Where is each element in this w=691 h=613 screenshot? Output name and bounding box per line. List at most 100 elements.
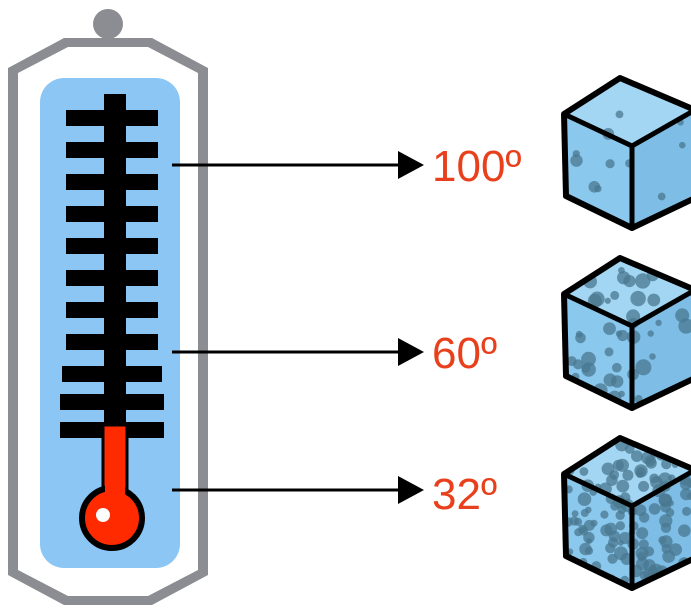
- bubble: [634, 504, 647, 517]
- bubble: [623, 275, 636, 288]
- bubble: [615, 521, 626, 531]
- temperature-label-60: 60º: [432, 329, 497, 378]
- bubble: [615, 330, 623, 337]
- bubble: [600, 510, 609, 519]
- bubble: [655, 319, 662, 326]
- bubble: [573, 517, 583, 527]
- bubble: [679, 141, 686, 149]
- bubble: [647, 330, 654, 337]
- bubble: [610, 375, 624, 388]
- bubble: [586, 538, 592, 544]
- bubble: [680, 488, 691, 501]
- bubble: [580, 509, 589, 517]
- bubble: [631, 450, 643, 462]
- bubble: [635, 273, 651, 289]
- bubble: [638, 480, 650, 492]
- bubble: [580, 574, 592, 587]
- bubble: [590, 575, 604, 588]
- bubble: [636, 527, 649, 540]
- arrow-32: [172, 476, 424, 504]
- bubble: [564, 201, 576, 215]
- bubble: [612, 459, 624, 471]
- bubble: [610, 290, 620, 300]
- bubble: [665, 439, 679, 453]
- bubble: [660, 522, 672, 533]
- bubble: [570, 574, 579, 583]
- bubble: [572, 359, 584, 370]
- hanging-ring: [93, 9, 123, 39]
- bubble: [603, 322, 616, 335]
- bubble: [614, 546, 628, 561]
- bubble: [590, 519, 598, 527]
- bubble: [574, 528, 583, 537]
- bubble: [564, 561, 576, 575]
- bubble: [612, 362, 622, 373]
- bubble: [618, 267, 625, 274]
- bubble: [667, 500, 674, 507]
- bubble: [578, 576, 590, 588]
- bubble: [678, 524, 691, 537]
- bubble: [604, 347, 614, 357]
- bubble: [644, 455, 656, 467]
- bubble: [564, 448, 574, 457]
- bubble: [590, 577, 601, 588]
- bubble: [661, 262, 670, 270]
- bubble: [635, 359, 652, 376]
- bubble: [589, 291, 605, 307]
- arrow-60: [172, 338, 424, 366]
- temperature-label-32: 32º: [432, 470, 497, 519]
- cube-60: [561, 255, 691, 411]
- bubble: [680, 572, 687, 579]
- arrows: [172, 151, 424, 504]
- bubble: [604, 297, 611, 304]
- bubble: [575, 330, 583, 338]
- cube-outline: [561, 255, 691, 411]
- bubble: [644, 546, 655, 557]
- cube-100: [561, 75, 691, 231]
- bubble: [649, 353, 656, 360]
- cube-right-face: [632, 292, 691, 408]
- bubble: [638, 539, 649, 550]
- temperature-label-100: 100º: [432, 142, 521, 191]
- bubble: [576, 85, 587, 96]
- cube-outline: [561, 435, 691, 591]
- bubble: [581, 362, 596, 377]
- bubble: [615, 110, 624, 119]
- bubble: [601, 462, 615, 476]
- bubble: [570, 154, 583, 167]
- bubble: [657, 192, 666, 201]
- bubble: [579, 467, 589, 476]
- bubble: [648, 258, 662, 270]
- bubble: [608, 537, 619, 548]
- cube-right-face: [632, 112, 691, 228]
- bubble: [635, 466, 646, 477]
- bubble: [666, 578, 676, 587]
- bubble: [647, 293, 661, 307]
- bulb-highlight: [96, 508, 110, 522]
- bubble: [675, 308, 690, 323]
- bubble: [664, 581, 672, 588]
- cube-32: [561, 435, 691, 591]
- bubble: [605, 159, 615, 169]
- bubble: [661, 543, 672, 554]
- cube-left-face: [564, 114, 632, 228]
- arrow-100: [172, 151, 424, 179]
- bubble: [617, 539, 624, 546]
- bubble: [564, 396, 572, 404]
- bubble: [581, 351, 596, 367]
- bubble: [588, 181, 601, 193]
- bubble: [616, 479, 630, 493]
- cube-outline: [561, 75, 691, 231]
- bubble: [624, 444, 635, 454]
- bubble: [637, 552, 647, 561]
- bubble: [622, 469, 634, 481]
- bubble: [600, 524, 613, 537]
- bubble: [682, 506, 691, 516]
- bubble: [649, 473, 660, 484]
- bubble: [571, 510, 579, 517]
- bubble: [670, 576, 679, 584]
- bubble: [648, 503, 661, 515]
- bubble: [577, 492, 592, 507]
- thermometer-ticks: [60, 110, 164, 438]
